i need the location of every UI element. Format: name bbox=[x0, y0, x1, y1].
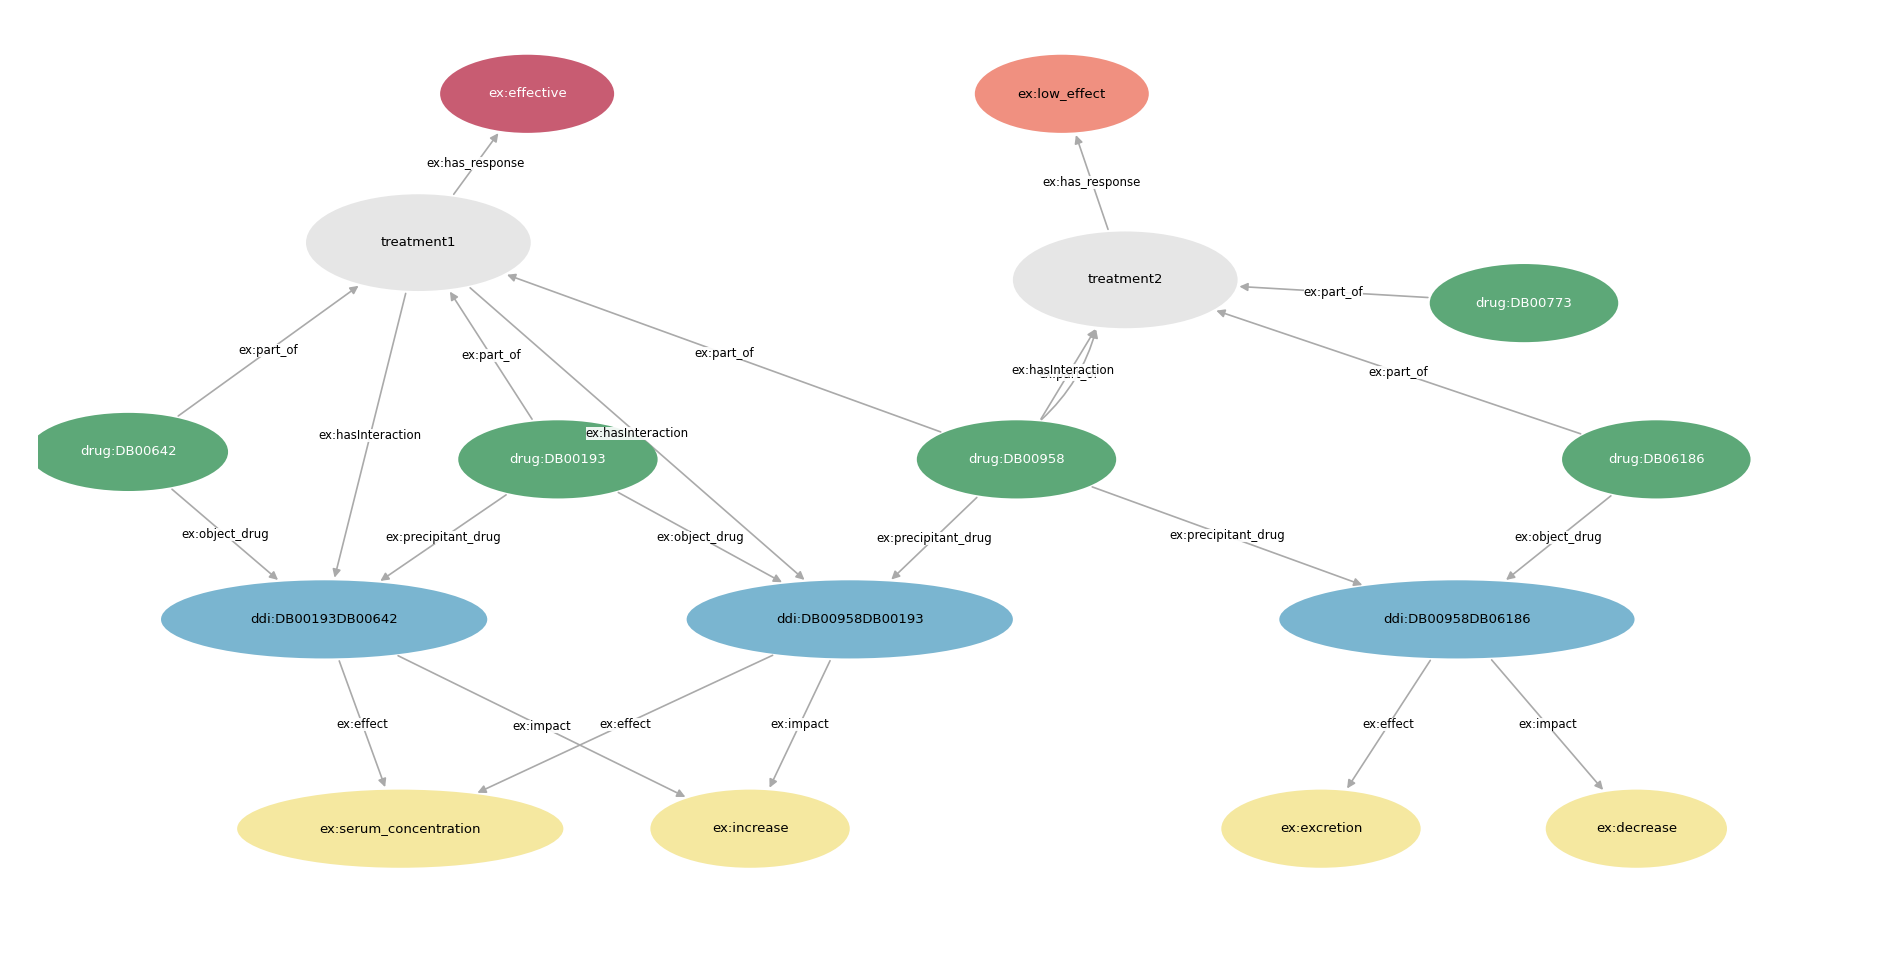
Text: ex:hasInteraction: ex:hasInteraction bbox=[319, 429, 421, 442]
Text: ex:precipitant_drug: ex:precipitant_drug bbox=[876, 532, 991, 545]
Ellipse shape bbox=[974, 54, 1148, 133]
Text: ex:effective: ex:effective bbox=[487, 87, 566, 101]
Text: drug:DB00193: drug:DB00193 bbox=[510, 453, 606, 466]
Ellipse shape bbox=[459, 421, 657, 498]
Ellipse shape bbox=[1561, 421, 1750, 498]
Ellipse shape bbox=[1280, 580, 1635, 659]
Text: ex:decrease: ex:decrease bbox=[1595, 822, 1677, 835]
Text: ex:precipitant_drug: ex:precipitant_drug bbox=[385, 531, 500, 545]
Ellipse shape bbox=[918, 421, 1116, 498]
Ellipse shape bbox=[28, 413, 228, 491]
Ellipse shape bbox=[649, 790, 850, 868]
Ellipse shape bbox=[306, 194, 531, 291]
Text: ex:object_drug: ex:object_drug bbox=[181, 528, 268, 541]
Ellipse shape bbox=[1546, 790, 1728, 868]
Text: ex:part_of: ex:part_of bbox=[1305, 286, 1363, 298]
Ellipse shape bbox=[1012, 232, 1239, 328]
Text: ex:part_of: ex:part_of bbox=[1038, 367, 1099, 381]
Text: ex:hasInteraction: ex:hasInteraction bbox=[1010, 364, 1114, 377]
Ellipse shape bbox=[687, 580, 1012, 659]
Text: ex:object_drug: ex:object_drug bbox=[1514, 531, 1603, 545]
Ellipse shape bbox=[160, 580, 487, 659]
Text: treatment1: treatment1 bbox=[381, 236, 457, 249]
Text: ex:impact: ex:impact bbox=[1518, 718, 1576, 732]
Text: ex:object_drug: ex:object_drug bbox=[657, 531, 744, 544]
Text: ex:precipitant_drug: ex:precipitant_drug bbox=[1169, 529, 1286, 543]
Ellipse shape bbox=[238, 790, 563, 868]
Text: ex:part_of: ex:part_of bbox=[1369, 365, 1427, 379]
Text: ddi:DB00958DB00193: ddi:DB00958DB00193 bbox=[776, 612, 923, 626]
Text: drug:DB06186: drug:DB06186 bbox=[1609, 453, 1705, 466]
Text: ex:low_effect: ex:low_effect bbox=[1018, 87, 1106, 101]
Text: ex:hasInteraction: ex:hasInteraction bbox=[585, 427, 689, 440]
Text: drug:DB00773: drug:DB00773 bbox=[1476, 297, 1573, 310]
Ellipse shape bbox=[1429, 264, 1618, 342]
Text: ex:has_response: ex:has_response bbox=[427, 157, 525, 171]
Text: ex:serum_concentration: ex:serum_concentration bbox=[319, 822, 481, 835]
Text: ddi:DB00958DB06186: ddi:DB00958DB06186 bbox=[1384, 612, 1531, 626]
Text: treatment2: treatment2 bbox=[1087, 273, 1163, 287]
Ellipse shape bbox=[440, 54, 614, 133]
Text: ex:part_of: ex:part_of bbox=[695, 347, 753, 359]
Text: ex:effect: ex:effect bbox=[336, 717, 389, 731]
Text: drug:DB00642: drug:DB00642 bbox=[79, 446, 177, 458]
Text: ex:part_of: ex:part_of bbox=[461, 349, 521, 361]
Text: ex:excretion: ex:excretion bbox=[1280, 822, 1361, 835]
Ellipse shape bbox=[1222, 790, 1420, 868]
Text: ex:effect: ex:effect bbox=[598, 717, 651, 731]
Text: ex:impact: ex:impact bbox=[770, 718, 829, 731]
Text: ex:increase: ex:increase bbox=[712, 822, 789, 835]
Text: ex:has_response: ex:has_response bbox=[1042, 175, 1140, 189]
Text: ddi:DB00193DB00642: ddi:DB00193DB00642 bbox=[251, 612, 398, 626]
Text: drug:DB00958: drug:DB00958 bbox=[969, 453, 1065, 466]
Text: ex:impact: ex:impact bbox=[512, 720, 572, 733]
Text: ex:effect: ex:effect bbox=[1363, 718, 1414, 731]
Text: ex:part_of: ex:part_of bbox=[238, 344, 298, 358]
